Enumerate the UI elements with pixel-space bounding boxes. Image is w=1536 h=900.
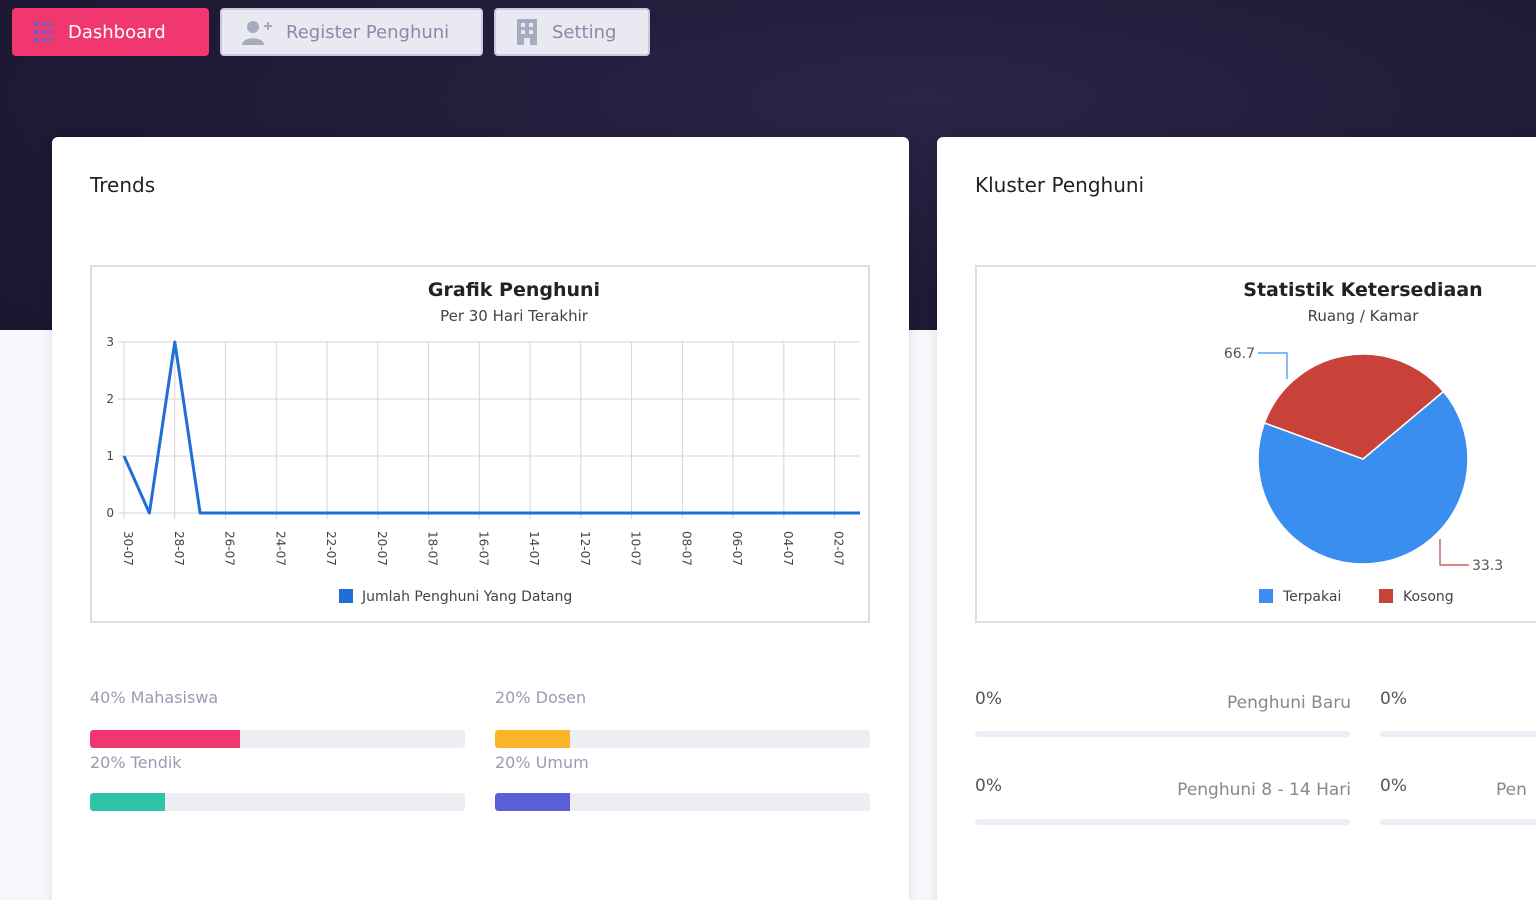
progress-bar-tendik: [90, 793, 465, 811]
progress-label-mahasiswa: 40% Mahasiswa: [90, 688, 219, 707]
progress-label-umum: 20% Umum: [495, 753, 589, 772]
add-user-icon: [242, 21, 272, 45]
progress-label-tendik: 20% Tendik: [90, 753, 182, 772]
x-tick-label: 26-07: [223, 531, 237, 566]
kluster-title: Kluster Penghuni: [975, 173, 1145, 197]
x-tick-label: 10-07: [629, 531, 643, 566]
legend-swatch: [1379, 589, 1393, 603]
progress-fill: [90, 793, 165, 811]
line-chart-subtitle: Per 30 Hari Terakhir: [440, 307, 589, 325]
pie-chart-title: Statistik Ketersediaan: [1243, 279, 1482, 301]
x-tick-label: 18-07: [426, 531, 440, 566]
stat-bar-8-14-hari: [975, 819, 1350, 825]
register-penghuni-button[interactable]: Register Penghuni: [220, 8, 483, 56]
kluster-card: Kluster Penghuni Statistik Ketersediaan …: [937, 137, 1536, 900]
progress-fill: [495, 730, 570, 748]
stat-label-4: Pen: [1496, 780, 1527, 800]
x-tick-label: 12-07: [578, 531, 592, 566]
legend-swatch: [1259, 589, 1273, 603]
pie-leader-line: [1439, 539, 1469, 566]
stat-bar-penghuni-baru: [975, 731, 1350, 737]
dashboard-button[interactable]: Dashboard: [12, 8, 209, 56]
x-tick-label: 06-07: [730, 531, 744, 566]
building-icon: [517, 19, 537, 45]
legend-swatch: [339, 589, 353, 603]
pie-chart: Statistik Ketersediaan Ruang / Kamar 66.…: [1224, 279, 1503, 605]
x-tick-label: 16-07: [476, 531, 490, 566]
progress-bar-dosen: [495, 730, 870, 748]
progress-fill: [495, 793, 570, 811]
trends-title: Trends: [90, 173, 156, 197]
legend-label: Terpakai: [1282, 589, 1341, 605]
stat-pct-2: 0%: [1380, 689, 1407, 709]
dashboard-label: Dashboard: [68, 21, 166, 43]
line-chart-title: Grafik Penghuni: [428, 279, 600, 301]
x-tick-label: 22-07: [324, 531, 338, 566]
y-tick-label: 0: [106, 506, 114, 520]
pie-chart-container: Statistik Ketersediaan Ruang / Kamar 66.…: [975, 265, 1536, 623]
setting-button[interactable]: Setting: [494, 8, 650, 56]
pie-slice: [1263, 353, 1445, 460]
stat-bar-4: [1380, 819, 1536, 825]
series-line: [122, 340, 860, 515]
stat-pct-penghuni-baru: 0%: [975, 689, 1002, 709]
x-tick-label: 28-07: [172, 531, 186, 566]
pie-slice: [1257, 390, 1469, 565]
progress-label-dosen: 20% Dosen: [495, 688, 587, 707]
pie-data-label: 66.7: [1224, 346, 1255, 362]
x-tick-label: 14-07: [527, 531, 541, 566]
pie-leader-line: [1258, 352, 1288, 379]
pie-data-label: 33.3: [1472, 558, 1503, 574]
stat-label-penghuni-baru: Penghuni Baru: [1227, 693, 1351, 713]
stat-bar-2: [1380, 731, 1536, 737]
y-tick-label: 1: [106, 449, 114, 463]
stat-label-8-14-hari: Penghuni 8 - 14 Hari: [1177, 780, 1351, 800]
x-tick-label: 24-07: [273, 531, 287, 566]
y-tick-label: 2: [106, 392, 114, 406]
list-icon: [34, 22, 53, 42]
x-tick-label: 08-07: [679, 531, 693, 566]
progress-bar-umum: [495, 793, 870, 811]
legend-label: Kosong: [1403, 589, 1454, 605]
pie-chart-subtitle: Ruang / Kamar: [1308, 307, 1420, 325]
progress-fill: [90, 730, 240, 748]
line-chart: Grafik Penghuni Per 30 Hari Terakhir 012…: [106, 279, 860, 605]
x-tick-label: 04-07: [781, 531, 795, 566]
x-tick-label: 02-07: [832, 531, 846, 566]
y-tick-label: 3: [106, 335, 114, 349]
x-tick-label: 30-07: [121, 531, 135, 566]
progress-bar-mahasiswa: [90, 730, 465, 748]
trends-card: Trends Grafik Penghuni Per 30 Hari Terak…: [52, 137, 909, 900]
legend-label: Jumlah Penghuni Yang Datang: [361, 589, 572, 605]
stat-pct-4: 0%: [1380, 776, 1407, 796]
x-tick-label: 20-07: [375, 531, 389, 566]
setting-label: Setting: [552, 21, 617, 43]
stat-pct-8-14-hari: 0%: [975, 776, 1002, 796]
register-label: Register Penghuni: [286, 21, 450, 43]
